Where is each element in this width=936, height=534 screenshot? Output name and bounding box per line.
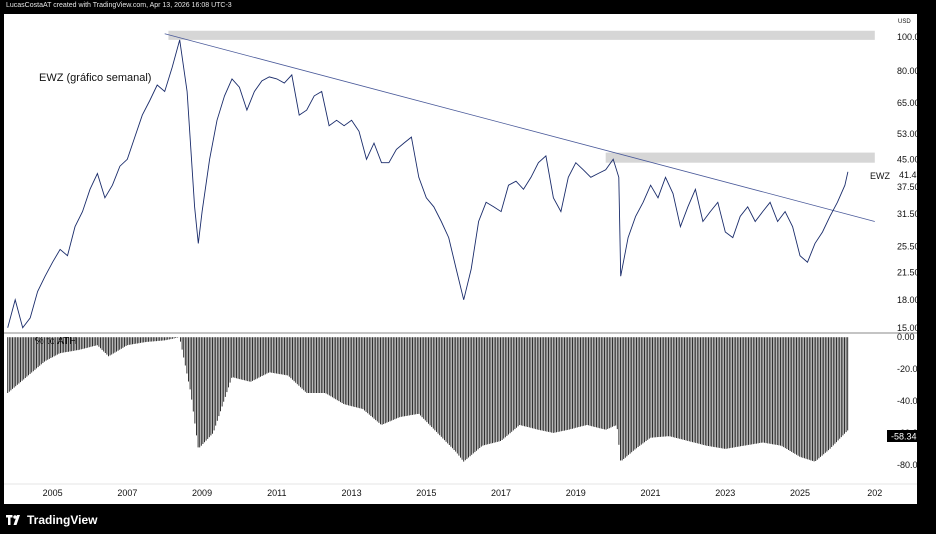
time-tick-label: 2021: [641, 488, 661, 498]
time-tick-label: 2015: [416, 488, 436, 498]
time-tick-label: 2019: [566, 488, 586, 498]
ath-axis[interactable]: 0.00-20.00-40.00-60.00-80.00 -58.34: [887, 332, 917, 470]
price-axis[interactable]: USD 100.00 80.00 65.00 53.00 45.00 37.50 31.50…: [890, 19, 917, 333]
price-tick-label: 37.50: [897, 182, 917, 192]
price-tick-label: 65.00: [897, 98, 917, 108]
time-tick-label: 202: [867, 488, 882, 498]
tradingview-wordmark: TradingView: [27, 513, 98, 527]
ath-pane-annotation: % to ATH: [35, 336, 77, 347]
time-tick-label: 2017: [491, 488, 511, 498]
time-axis-ticks[interactable]: 2005 2007 2009 2011 2013 2015 2017 2019 2021 2023…: [43, 488, 883, 498]
price-tick-label: 100.00: [897, 32, 917, 42]
price-tick-label: 18.00: [897, 295, 917, 305]
price-pane[interactable]: EWZ (gráfico semanal) EWZ: [7, 30, 891, 329]
price-tick-label: 25.50: [897, 241, 917, 251]
time-tick-label: 2005: [43, 488, 63, 498]
chart-canvas[interactable]: EWZ (gráfico semanal) EWZ USD 100.00 80.0…: [4, 14, 917, 504]
resistance-zone-2: [605, 152, 875, 163]
price-line: [7, 39, 849, 329]
price-tick-label: 15.00: [897, 323, 917, 333]
ath-tick-label: -20.00: [897, 364, 917, 374]
ath-tick-label: -80.00: [897, 460, 917, 470]
price-tick-label: 80.00: [897, 66, 917, 76]
ath-bars: [7, 337, 849, 462]
trendline[interactable]: [164, 33, 875, 222]
time-tick-label: 2013: [342, 488, 362, 498]
price-tick-label: 21.50: [897, 268, 917, 278]
price-axis-ticks: 100.00 80.00 65.00 53.00 45.00 37.50 31.50 25.5…: [897, 32, 917, 333]
price-tick-label: 45.00: [897, 154, 917, 164]
chart-credit-header: LucasCostaAT created with TradingView.co…: [6, 2, 232, 9]
resistance-zones: [168, 30, 875, 163]
last-price-badge: [890, 169, 917, 180]
time-tick-label: 2007: [117, 488, 137, 498]
price-tick-label: 31.50: [897, 209, 917, 219]
price-axis-unit: USD: [898, 19, 911, 25]
tradingview-footer[interactable]: TradingView: [6, 511, 97, 529]
ath-tick-label: 0.00: [897, 332, 915, 342]
time-tick-label: 2011: [267, 488, 286, 498]
resistance-zone-1: [168, 30, 875, 40]
last-price-value: 41.47: [899, 170, 917, 180]
tradingview-logo-icon: [6, 515, 20, 525]
price-pane-annotation: EWZ (gráfico semanal): [39, 72, 151, 84]
ath-tick-label: -40.00: [897, 396, 917, 406]
last-ath-badge: [887, 430, 917, 442]
price-tick-label: 53.00: [897, 129, 917, 139]
ath-pane[interactable]: % to ATH: [7, 336, 849, 462]
time-tick-label: 2009: [192, 488, 212, 498]
last-price-series-label: EWZ: [870, 171, 890, 181]
last-ath-value: -58.34: [891, 432, 917, 442]
time-tick-label: 2025: [790, 488, 810, 498]
time-tick-label: 2023: [715, 488, 735, 498]
